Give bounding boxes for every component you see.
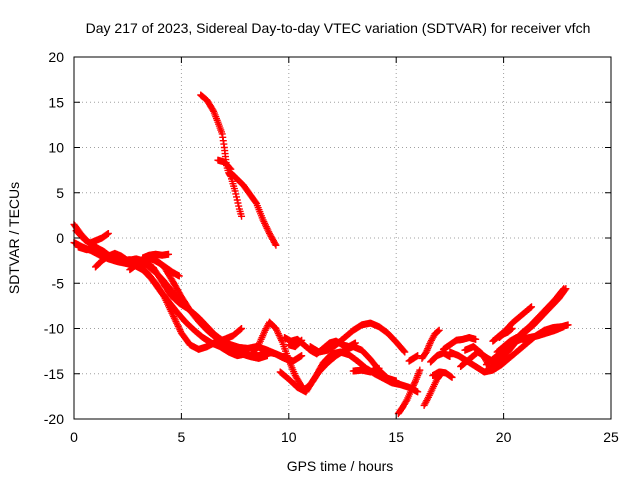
series-track-10 (227, 169, 280, 249)
data-point-marker (351, 339, 359, 347)
x-tick-label: 15 (388, 429, 404, 445)
series-track-9 (197, 91, 246, 220)
data-point-marker (252, 198, 260, 206)
y-tick-label: -20 (44, 411, 64, 427)
y-tick-label: 20 (48, 49, 64, 65)
data-point-marker (448, 373, 456, 381)
data-point-marker (297, 337, 305, 345)
x-tick-label: 20 (496, 429, 512, 445)
data-point-marker (209, 106, 217, 114)
y-tick-label: -5 (52, 275, 65, 291)
data-point-marker (165, 250, 173, 258)
x-tick-label: 10 (281, 429, 297, 445)
data-point-marker (472, 335, 480, 343)
series-track-11 (214, 156, 235, 173)
y-tick-label: 10 (48, 140, 64, 156)
series-track-7 (139, 250, 173, 262)
data-point-marker (561, 286, 569, 294)
y-tick-label: 0 (56, 230, 64, 246)
data-point-marker (416, 366, 424, 374)
x-axis-label: GPS time / hours (287, 458, 394, 474)
data-point-marker (104, 229, 112, 237)
y-axis-label: SDTVAR / TECUs (6, 182, 22, 294)
data-point-marker (226, 164, 234, 172)
data-point-marker (519, 335, 527, 343)
x-tick-label: 0 (70, 429, 78, 445)
x-tick-label: 25 (603, 429, 619, 445)
series-track-16 (285, 336, 306, 351)
series-track-31 (495, 325, 516, 342)
y-tick-label: -15 (44, 366, 64, 382)
chart-title: Day 217 of 2023, Sidereal Day-to-day VTE… (86, 20, 591, 36)
series-track-17 (349, 364, 383, 376)
data-point-marker (400, 347, 408, 355)
data-point-marker (414, 352, 422, 360)
series-track-14 (306, 319, 409, 356)
data-point-marker (564, 321, 572, 329)
data-point-marker (238, 212, 246, 220)
data-points (70, 91, 572, 418)
data-point-marker (272, 241, 280, 249)
y-tick-label: 5 (56, 185, 64, 201)
y-tick-label: 15 (48, 94, 64, 110)
data-point-marker (375, 364, 383, 372)
series-track-28 (482, 323, 568, 369)
data-point-marker (507, 325, 515, 333)
data-point-marker (435, 326, 443, 334)
data-point-marker (562, 285, 570, 293)
grid-lines (74, 57, 611, 419)
data-point-marker (528, 303, 536, 311)
series-track-24 (439, 334, 480, 353)
data-point-marker (296, 338, 304, 346)
axis-ticks: 0 5 10 15 20 25 -20 -15 -10 -5 0 5 10 15 20 (44, 49, 619, 445)
data-point-marker (298, 336, 306, 344)
series-track-18 (394, 366, 424, 418)
data-point-marker (271, 240, 279, 248)
data-point-marker (414, 388, 422, 396)
data-point-marker (401, 348, 409, 356)
data-point-marker (560, 323, 568, 331)
series-track-23 (429, 368, 456, 381)
series-track-30 (493, 334, 527, 356)
series-track-21 (418, 326, 443, 362)
data-point-marker (227, 165, 235, 173)
data-point-marker (238, 325, 246, 332)
data-point-marker (434, 327, 442, 335)
x-tick-label: 5 (178, 429, 186, 445)
series-track-8 (85, 229, 112, 247)
data-point-marker (508, 325, 516, 332)
series-track-6 (91, 249, 183, 280)
series-track-19 (405, 352, 422, 365)
data-point-marker (298, 352, 306, 360)
data-point-marker (237, 325, 245, 333)
data-point-marker (175, 272, 183, 280)
y-tick-label: -10 (44, 321, 64, 337)
data-point-marker (411, 378, 419, 386)
